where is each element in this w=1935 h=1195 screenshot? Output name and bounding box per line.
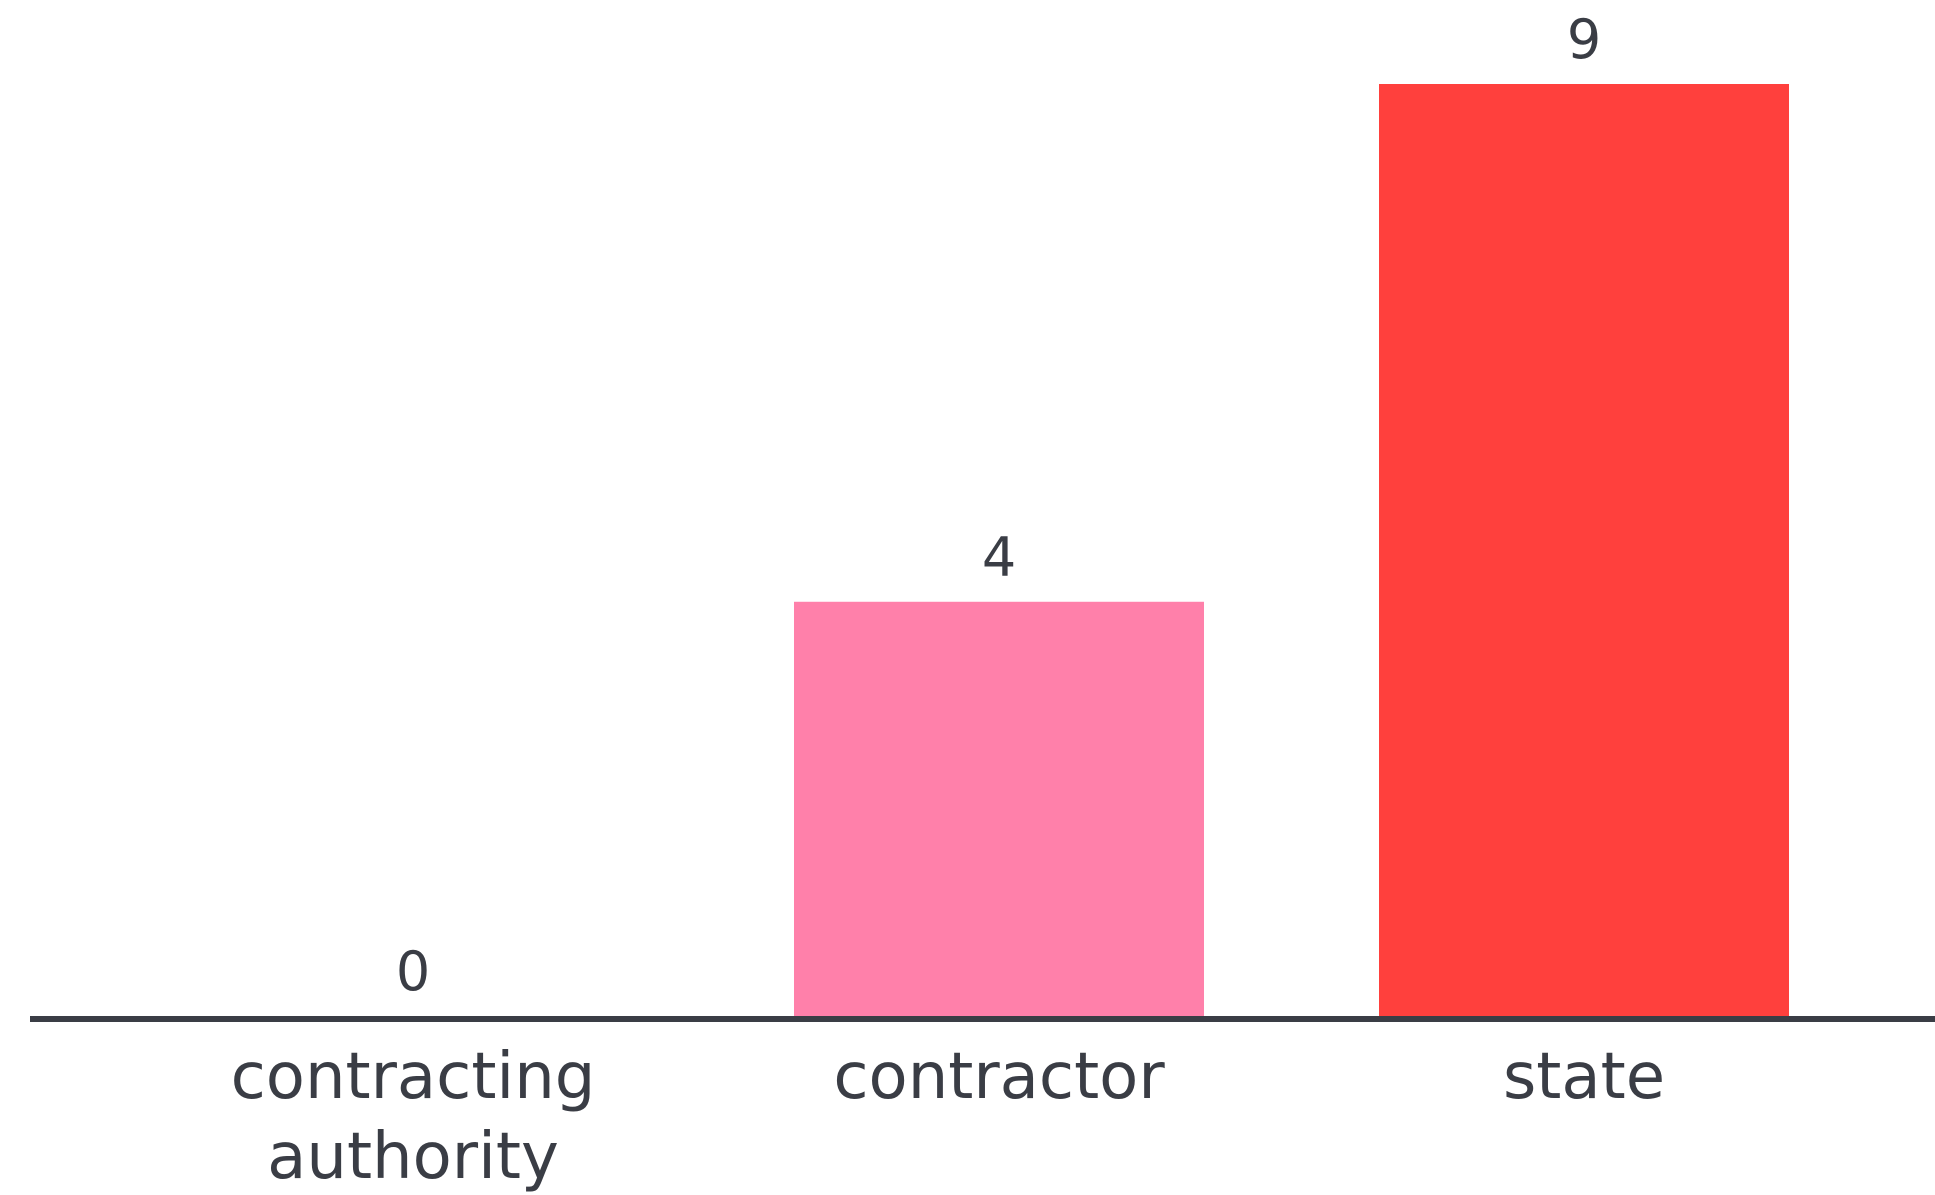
- value-label-1: 4: [982, 526, 1016, 589]
- bar-2: [1379, 84, 1789, 1016]
- bars-group: [794, 84, 1789, 1016]
- bar-1: [794, 601, 1204, 1016]
- category-label-1-line-0: contractor: [833, 1040, 1165, 1114]
- value-labels-group: 0 4 9: [396, 8, 1601, 1003]
- category-label-0-line-0: contracting: [231, 1040, 596, 1114]
- value-label-2: 9: [1567, 8, 1601, 71]
- category-label-2-line-0: state: [1503, 1040, 1665, 1114]
- value-label-0: 0: [396, 940, 430, 1003]
- category-label-0-line-1: authority: [267, 1120, 559, 1194]
